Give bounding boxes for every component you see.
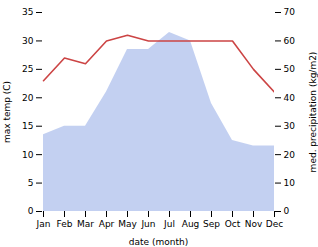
svg-text:35: 35 <box>22 7 33 17</box>
svg-text:Sep: Sep <box>203 219 220 229</box>
svg-text:Mar: Mar <box>77 219 94 229</box>
svg-text:0: 0 <box>28 206 34 216</box>
svg-text:max temp (C): max temp (C) <box>2 81 12 143</box>
svg-text:15: 15 <box>22 121 33 131</box>
svg-text:20: 20 <box>284 150 296 160</box>
svg-text:Jan: Jan <box>36 219 51 229</box>
svg-text:0: 0 <box>284 206 290 216</box>
svg-text:70: 70 <box>284 7 296 17</box>
svg-text:Apr: Apr <box>99 219 115 229</box>
svg-text:60: 60 <box>284 36 296 46</box>
svg-text:Jun: Jun <box>140 219 155 229</box>
svg-text:10: 10 <box>22 150 34 160</box>
svg-text:Aug: Aug <box>182 219 200 229</box>
svg-text:25: 25 <box>22 64 33 74</box>
svg-text:May: May <box>118 219 137 229</box>
svg-text:40: 40 <box>284 93 296 103</box>
svg-text:5: 5 <box>28 178 34 188</box>
svg-text:30: 30 <box>22 36 34 46</box>
svg-text:50: 50 <box>284 64 296 74</box>
svg-text:Oct: Oct <box>225 219 241 229</box>
svg-text:Dec: Dec <box>266 219 283 229</box>
svg-text:med. precipitation (kg/m2): med. precipitation (kg/m2) <box>308 52 318 173</box>
svg-text:date (month): date (month) <box>129 237 188 247</box>
svg-text:Nov: Nov <box>245 219 263 229</box>
svg-text:Jul: Jul <box>163 219 175 229</box>
svg-text:30: 30 <box>284 121 296 131</box>
svg-text:20: 20 <box>22 93 34 103</box>
svg-text:10: 10 <box>284 178 296 188</box>
svg-text:Feb: Feb <box>57 219 73 229</box>
